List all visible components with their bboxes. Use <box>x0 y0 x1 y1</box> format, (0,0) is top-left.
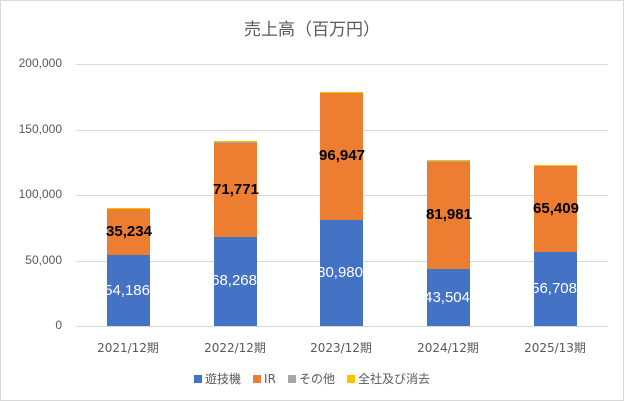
data-label: 54,186 <box>107 281 150 299</box>
x-tick-label: 2022/12期 <box>204 341 266 355</box>
bar-segment-全社及び消去[interactable] <box>320 91 363 93</box>
legend-item[interactable]: その他 <box>287 370 335 387</box>
legend-swatch-icon <box>346 374 355 383</box>
legend-label: 遊技機 <box>205 372 242 386</box>
bar-segment-IR[interactable] <box>427 161 470 269</box>
bar-segment-その他[interactable] <box>534 165 577 167</box>
legend-swatch-icon <box>194 374 203 383</box>
data-label: 96,947 <box>319 147 365 165</box>
data-label: 71,771 <box>213 180 259 198</box>
legend-item[interactable]: 全社及び消去 <box>346 370 430 387</box>
bar-segment-その他[interactable] <box>214 141 257 143</box>
bar-segment-IR[interactable] <box>320 92 363 220</box>
gridline <box>76 64 608 65</box>
bar-segment-その他[interactable] <box>107 208 150 209</box>
bar-2024/12期[interactable]: 43,504 81,981 <box>426 0 472 401</box>
bar-2022/12期[interactable]: 68,268 71,771 <box>213 0 259 401</box>
bar-segment-遊技機[interactable] <box>320 219 363 326</box>
bar-segment-その他[interactable] <box>320 92 363 93</box>
data-label: 68,268 <box>214 272 257 290</box>
bar-2021/12期[interactable]: 54,186 35,234 <box>106 0 152 401</box>
legend-swatch-icon <box>287 374 296 383</box>
data-label: 56,708 <box>534 279 577 297</box>
gridline <box>76 326 608 327</box>
data-label: 35,234 <box>106 222 152 240</box>
x-tick-label: 2024/12期 <box>417 341 479 355</box>
bar-segment-遊技機[interactable] <box>107 255 150 326</box>
data-label: 65,409 <box>533 199 579 217</box>
bar-segment-全社及び消去[interactable] <box>214 141 257 142</box>
data-label: 80,980 <box>320 263 363 281</box>
bar-segment-IR[interactable] <box>214 142 257 237</box>
y-tick-label: 200,000 <box>18 56 62 70</box>
y-tick-label: 150,000 <box>18 122 62 136</box>
data-label: 43,504 <box>427 288 470 306</box>
bar-segment-遊技機[interactable] <box>214 236 257 326</box>
bar-segment-全社及び消去[interactable] <box>534 164 577 166</box>
bar-segment-IR[interactable] <box>534 166 577 252</box>
legend-label: その他 <box>298 372 335 386</box>
bar-2023/12期[interactable]: 80,980 96,947 <box>319 0 365 401</box>
legend: 遊技機 IR その他 全社及び消去 <box>0 370 624 387</box>
bar-segment-遊技機[interactable] <box>427 269 470 326</box>
bar-segment-IR[interactable] <box>107 208 150 256</box>
bar-segment-遊技機[interactable] <box>534 251 577 326</box>
legend-label: IR <box>264 371 276 386</box>
bar-segment-その他[interactable] <box>427 160 470 162</box>
x-tick-label: 2025/13期 <box>524 341 586 355</box>
y-tick-label: 50,000 <box>25 253 62 267</box>
legend-item[interactable]: IR <box>253 370 276 387</box>
bar-segment-全社及び消去[interactable] <box>427 160 470 161</box>
bar-segment-全社及び消去[interactable] <box>107 207 150 209</box>
data-label: 81,981 <box>426 206 472 224</box>
legend-item[interactable]: 遊技機 <box>194 370 241 387</box>
chart-title: 売上高（百万円） <box>244 20 380 40</box>
x-tick-label: 2021/12期 <box>97 341 159 355</box>
x-tick-label: 2023/12期 <box>310 341 372 355</box>
legend-swatch-icon <box>253 374 262 383</box>
y-tick-label: 0 <box>55 318 62 332</box>
y-tick-label: 100,000 <box>18 187 62 201</box>
bar-2025/13期[interactable]: 56,708 65,409 <box>533 0 579 401</box>
legend-label: 全社及び消去 <box>357 372 430 386</box>
